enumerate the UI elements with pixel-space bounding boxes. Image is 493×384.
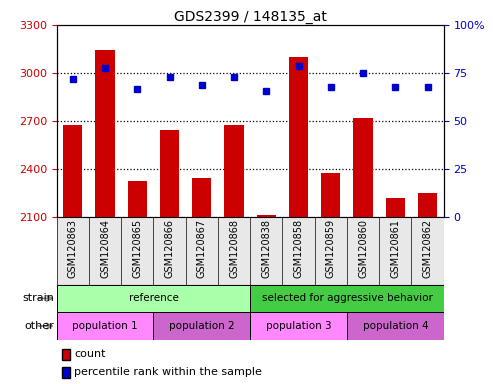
Bar (224, 124, 244, 217)
Text: population 3: population 3 (266, 321, 331, 331)
Text: population 2: population 2 (169, 321, 235, 331)
Bar (418, 194, 437, 217)
Bar (96, 50, 115, 217)
Text: GSM120866: GSM120866 (165, 219, 175, 278)
Text: reference: reference (129, 293, 178, 303)
Bar (128, 180, 147, 217)
Bar (250, 312, 347, 340)
Text: GSM120865: GSM120865 (132, 219, 142, 278)
Bar (192, 178, 211, 217)
Bar (63, 124, 82, 217)
Text: GSM120862: GSM120862 (423, 219, 432, 278)
Bar (57, 312, 153, 340)
Bar (353, 118, 373, 217)
Bar (386, 198, 405, 217)
Text: other: other (25, 321, 54, 331)
Text: GSM120861: GSM120861 (390, 219, 400, 278)
Bar (250, 285, 444, 312)
Text: GSM120860: GSM120860 (358, 219, 368, 278)
Text: population 4: population 4 (362, 321, 428, 331)
Bar (347, 312, 444, 340)
Text: GSM120864: GSM120864 (100, 219, 110, 278)
Text: population 1: population 1 (72, 321, 138, 331)
Title: GDS2399 / 148135_at: GDS2399 / 148135_at (174, 10, 327, 24)
Bar (321, 172, 341, 217)
Text: GSM120867: GSM120867 (197, 219, 207, 278)
Bar (153, 312, 250, 340)
Text: percentile rank within the sample: percentile rank within the sample (74, 367, 262, 377)
Text: selected for aggressive behavior: selected for aggressive behavior (261, 293, 432, 303)
Bar (257, 215, 276, 217)
Text: strain: strain (22, 293, 54, 303)
Text: count: count (74, 349, 106, 359)
Text: GSM120863: GSM120863 (68, 219, 78, 278)
Text: GSM120859: GSM120859 (326, 219, 336, 278)
Bar (289, 57, 308, 217)
Text: GSM120838: GSM120838 (261, 219, 271, 278)
Text: GSM120858: GSM120858 (293, 219, 304, 278)
Bar (57, 285, 250, 312)
Bar (160, 130, 179, 217)
Text: GSM120868: GSM120868 (229, 219, 239, 278)
